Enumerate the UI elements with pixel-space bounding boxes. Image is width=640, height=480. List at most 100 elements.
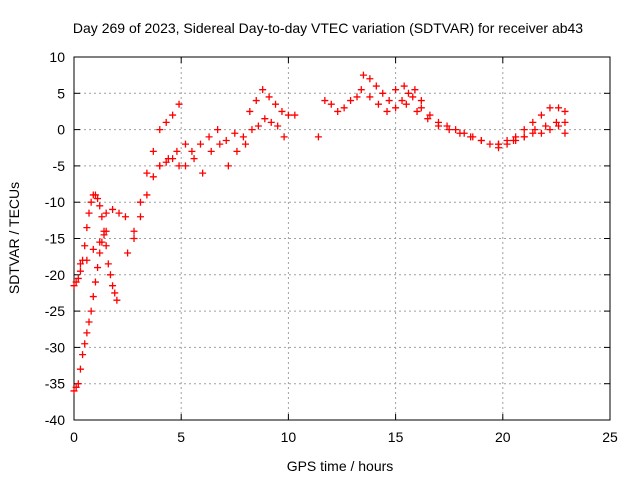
data-point xyxy=(398,97,406,105)
data-point xyxy=(334,107,342,115)
y-tick-label: 5 xyxy=(57,85,65,101)
data-point xyxy=(216,140,224,148)
data-point xyxy=(265,93,273,101)
data-point xyxy=(190,155,198,163)
data-point xyxy=(181,140,189,148)
data-point xyxy=(121,213,129,221)
data-point xyxy=(162,118,170,126)
data-point xyxy=(503,140,511,148)
data-point xyxy=(175,100,183,108)
data-point xyxy=(340,104,348,112)
data-point xyxy=(124,249,132,257)
series-track-i xyxy=(254,115,288,141)
data-point xyxy=(199,169,207,177)
data-point xyxy=(83,224,91,232)
y-tick-label: -20 xyxy=(45,267,65,283)
y-tick-label: -35 xyxy=(45,376,65,392)
data-point xyxy=(254,122,262,130)
x-tick-label: 5 xyxy=(177,429,185,445)
data-point xyxy=(409,93,417,101)
data-point xyxy=(104,260,112,268)
data-point xyxy=(109,282,117,290)
data-point xyxy=(113,296,121,304)
data-point xyxy=(169,111,177,119)
data-point xyxy=(267,118,275,126)
series-track-a xyxy=(70,191,121,304)
data-points xyxy=(70,71,569,395)
data-point xyxy=(385,97,393,105)
data-point xyxy=(76,267,84,275)
data-point xyxy=(392,86,400,94)
x-tick-label: 10 xyxy=(281,429,297,445)
data-point xyxy=(102,209,110,217)
data-point xyxy=(102,242,110,250)
data-point xyxy=(321,97,329,105)
data-point xyxy=(136,213,144,221)
series-track-f xyxy=(156,140,250,177)
data-point xyxy=(252,97,260,105)
data-point xyxy=(156,162,164,170)
data-point xyxy=(561,118,569,126)
axis-ticks xyxy=(73,56,611,421)
data-point xyxy=(175,162,183,170)
x-tick-label: 20 xyxy=(495,429,511,445)
series-track-c xyxy=(76,205,129,268)
y-tick-label: -25 xyxy=(45,303,65,319)
data-point xyxy=(366,93,374,101)
data-point xyxy=(83,256,91,264)
data-point xyxy=(529,118,537,126)
data-point xyxy=(79,351,87,359)
y-axis-label: SDTVAR / TECUs xyxy=(6,182,22,294)
data-point xyxy=(231,129,239,137)
data-point xyxy=(224,162,232,170)
data-point xyxy=(70,387,78,395)
data-point xyxy=(115,209,123,217)
x-tick-label: 0 xyxy=(70,429,78,445)
data-point xyxy=(91,191,99,199)
data-point xyxy=(424,115,432,123)
data-point xyxy=(156,126,164,134)
data-point xyxy=(555,122,563,130)
data-point xyxy=(561,107,569,115)
grid-lines xyxy=(74,57,610,420)
data-point xyxy=(106,271,114,279)
data-point xyxy=(413,107,421,115)
data-point xyxy=(347,97,355,105)
data-point xyxy=(207,147,215,155)
x-tick-labels: 0 5 10 15 20 25 xyxy=(70,429,618,445)
series-track-d xyxy=(124,100,189,257)
data-point xyxy=(366,75,374,83)
data-point xyxy=(164,155,172,163)
data-point xyxy=(327,100,335,108)
data-point xyxy=(70,282,78,290)
data-point xyxy=(96,238,104,246)
data-point xyxy=(510,136,518,144)
data-point xyxy=(426,111,434,119)
data-point xyxy=(74,380,82,388)
data-point xyxy=(546,126,554,134)
data-point xyxy=(402,100,410,108)
data-point xyxy=(76,365,84,373)
data-point xyxy=(552,118,560,126)
x-tick-label: 15 xyxy=(388,429,404,445)
data-point xyxy=(205,133,213,141)
data-point xyxy=(417,104,425,112)
data-point xyxy=(443,122,451,130)
data-point xyxy=(173,147,181,155)
data-point xyxy=(239,133,247,141)
data-point xyxy=(109,205,117,213)
data-point xyxy=(111,289,119,297)
series-track-p xyxy=(510,118,569,144)
data-point xyxy=(81,242,89,250)
data-point xyxy=(537,129,545,137)
x-axis-label: GPS time / hours xyxy=(287,458,394,474)
data-point xyxy=(359,71,367,79)
data-point xyxy=(374,100,382,108)
data-point xyxy=(520,133,528,141)
y-tick-labels: 10 5 0 -5 -10 -15 -20 -25 -30 -35 -40 xyxy=(45,49,65,428)
data-point xyxy=(130,235,138,242)
data-point xyxy=(272,100,280,108)
data-point xyxy=(149,147,157,155)
data-point xyxy=(149,173,157,181)
